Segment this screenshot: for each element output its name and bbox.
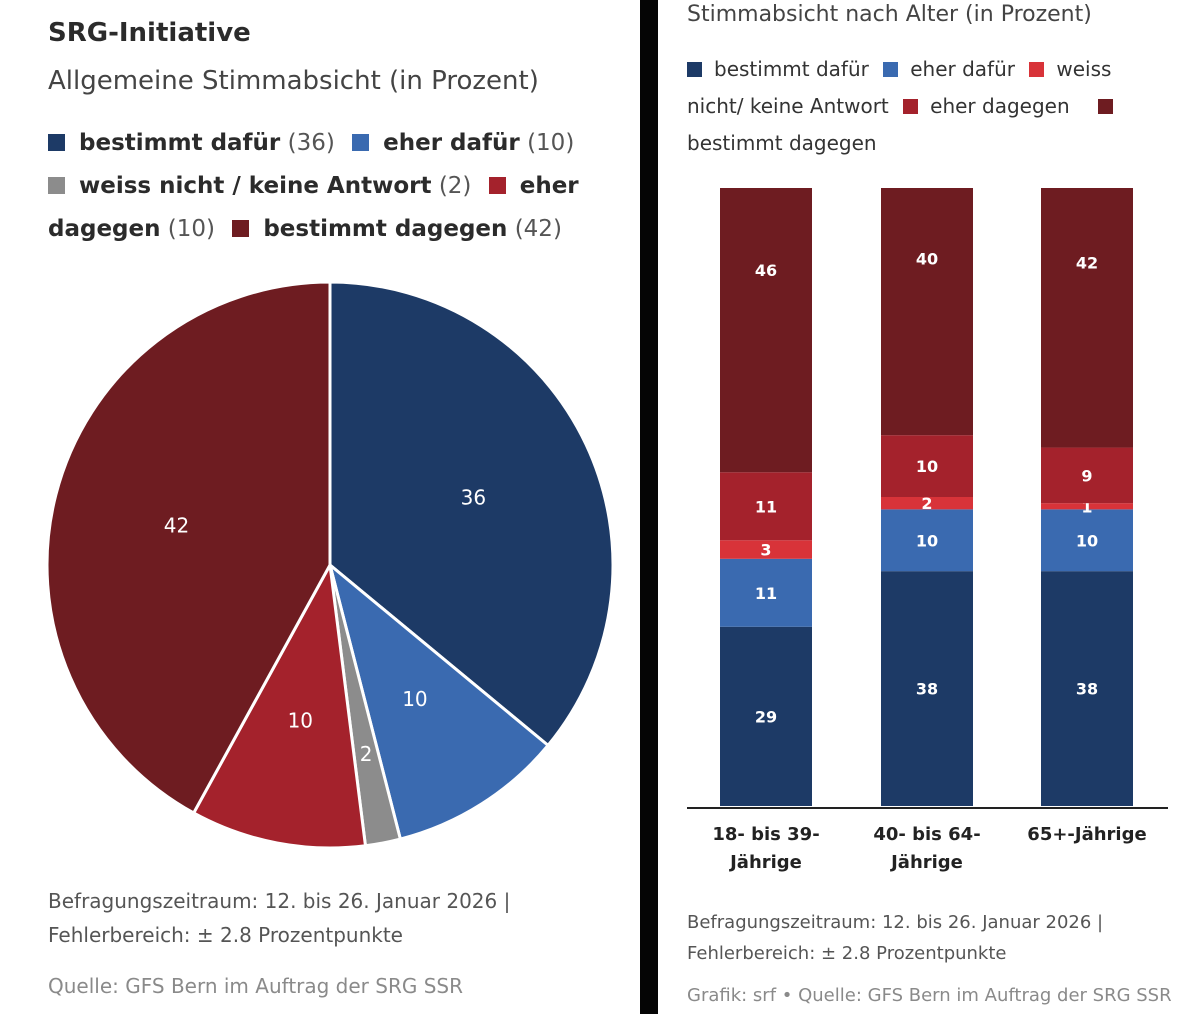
category-tick-label: 65+-Jährige [1027, 824, 1146, 845]
bar-value-label: 10 [916, 531, 938, 550]
legend-item-eher-dafuer: eher dafür (10) [352, 130, 574, 156]
bar-segment [1041, 571, 1133, 806]
bar-value-label: 11 [755, 584, 777, 603]
pie-slice-label: 10 [288, 709, 313, 733]
category-tick-label: 18- bis 39- [712, 824, 819, 845]
error-margin: Fehlerbereich: ± 2.8 Prozentpunkte [48, 923, 403, 947]
stacked-bar-chart: 29 11 3 11 46 38 10 2 10 40 38 10 1 9 42 18- bis 39- Jäh… [687, 188, 1168, 873]
bar-value-label: 46 [755, 261, 777, 280]
legend-item-eher-dafuer: eher dafür [883, 57, 1015, 81]
pie-subtitle: Allgemeine Stimmabsicht (in Prozent) [48, 66, 539, 96]
bar-value-label: 29 [755, 707, 777, 726]
pie-slice-label: 36 [461, 486, 486, 510]
bar-value-label: 11 [755, 497, 777, 516]
legend-item-eher-dagegen: eher dagegen [903, 94, 1070, 118]
bar-value-label: 9 [1081, 466, 1092, 485]
pie-slice-label: 42 [164, 514, 189, 538]
legend-swatch [488, 177, 506, 194]
legend-swatch [883, 62, 899, 77]
bar-segment [881, 497, 973, 510]
legend-label: eher dagegen [48, 173, 579, 242]
legend-value: (42) [514, 216, 562, 242]
bar-segment [720, 188, 812, 473]
bar-segment [720, 540, 812, 559]
bar-value-label: 38 [1076, 680, 1098, 699]
bar-segment [1041, 188, 1133, 448]
bar-value-label: 10 [1076, 531, 1098, 550]
legend-item-eher-dagegen: eher dagegen (10) [48, 173, 579, 242]
bar-chart-panel: Stimmabsicht nach Alter (in Prozent) bes… [658, 0, 1200, 1014]
source-note: Grafik: srf • Quelle: GFS Bern im Auftra… [687, 985, 1172, 1006]
legend-swatch [903, 99, 919, 114]
category-tick-label: Jährige [728, 852, 802, 873]
bar-value-label: 3 [760, 541, 771, 560]
legend-value: (10) [527, 130, 575, 156]
error-margin: Fehlerbereich: ± 2.8 Prozentpunkte [687, 943, 1007, 964]
survey-period: Befragungszeitraum: 12. bis 26. Januar 2… [687, 912, 1104, 933]
bar-value-label: 10 [916, 457, 938, 476]
bar-segment [1041, 509, 1133, 572]
bar-value-label: 40 [916, 250, 938, 269]
bar-segment [881, 188, 973, 436]
legend-swatch [352, 134, 370, 151]
pie-legend: bestimmt dafür (36) eher dafür (10) weis… [48, 122, 608, 251]
legend-label: bestimmt dagegen [263, 216, 508, 242]
legend-item-bestimmt-dafuer: bestimmt dafür [687, 57, 869, 81]
category-tick-label: Jährige [889, 852, 963, 873]
pie-chart: 36 10 2 10 42 [45, 280, 615, 850]
legend-swatch [48, 134, 65, 151]
bar-legend: bestimmt dafür eher dafür weiss nicht/ k… [687, 51, 1157, 162]
legend-swatch [687, 62, 702, 77]
legend-label: eher dagegen [930, 94, 1070, 118]
bar-segment [720, 558, 812, 627]
bar-value-label: 1 [1081, 497, 1092, 516]
bar-value-label: 42 [1076, 253, 1098, 272]
survey-note: Befragungszeitraum: 12. bis 26. Januar 2… [687, 907, 1103, 969]
legend-label: bestimmt dagegen [687, 131, 877, 155]
legend-value: (36) [287, 130, 335, 156]
legend-label: eher dafür [910, 57, 1015, 81]
legend-swatch [1098, 99, 1113, 114]
survey-note: Befragungszeitraum: 12. bis 26. Januar 2… [48, 884, 510, 952]
source-note: Quelle: GFS Bern im Auftrag der SRG SSR [48, 974, 463, 998]
legend-label: bestimmt dafür [79, 130, 281, 156]
pie-slice [327, 560, 551, 841]
pie-slice [328, 280, 615, 748]
legend-swatch [1029, 62, 1045, 77]
legend-item-bestimmt-dagegen: bestimmt dagegen (42) [232, 216, 562, 242]
legend-item-bestimmt-dafuer: bestimmt dafür (36) [48, 130, 335, 156]
legend-label: eher dafür [383, 130, 520, 156]
legend-item-bestimmt-dagegen: bestimmt dagegen [687, 94, 1125, 155]
category-tick-label: 40- bis 64- [873, 824, 980, 845]
pie-slice-label: 2 [360, 742, 373, 766]
pie-slice [45, 280, 332, 816]
bar-segment [881, 571, 973, 806]
chart-title: SRG-Initiative [48, 18, 251, 48]
bar-value-label: 2 [921, 494, 932, 513]
bar-segment [1041, 503, 1133, 510]
bar-segment [1041, 447, 1133, 504]
legend-item-weiss-nicht: weiss nicht / keine Antwort (2) [48, 130, 599, 199]
legend-label: bestimmt dafür [714, 57, 869, 81]
legend-label: weiss nicht / keine Antwort [79, 173, 432, 199]
bar-segment [881, 509, 973, 572]
legend-value: (10) [167, 216, 216, 242]
legend-swatch [48, 177, 65, 194]
pie-slice [191, 560, 368, 850]
legend-label: weiss nicht/ keine Antwort [687, 57, 1112, 118]
survey-period: Befragungszeitraum: 12. bis 26. Januar 2… [48, 889, 511, 913]
bar-subtitle: Stimmabsicht nach Alter (in Prozent) [687, 2, 1092, 27]
bar-segment [720, 626, 812, 806]
legend-item-weiss-nicht: weiss nicht/ keine Antwort [687, 57, 1111, 118]
pie-chart-panel: SRG-Initiative Allgemeine Stimmabsicht (… [0, 0, 640, 1014]
bar-segment [720, 472, 812, 541]
legend-value: (2) [438, 173, 472, 199]
bar-segment [881, 435, 973, 497]
pie-slice-label: 10 [402, 687, 427, 711]
bar-value-label: 38 [916, 680, 938, 699]
legend-swatch [232, 220, 250, 237]
